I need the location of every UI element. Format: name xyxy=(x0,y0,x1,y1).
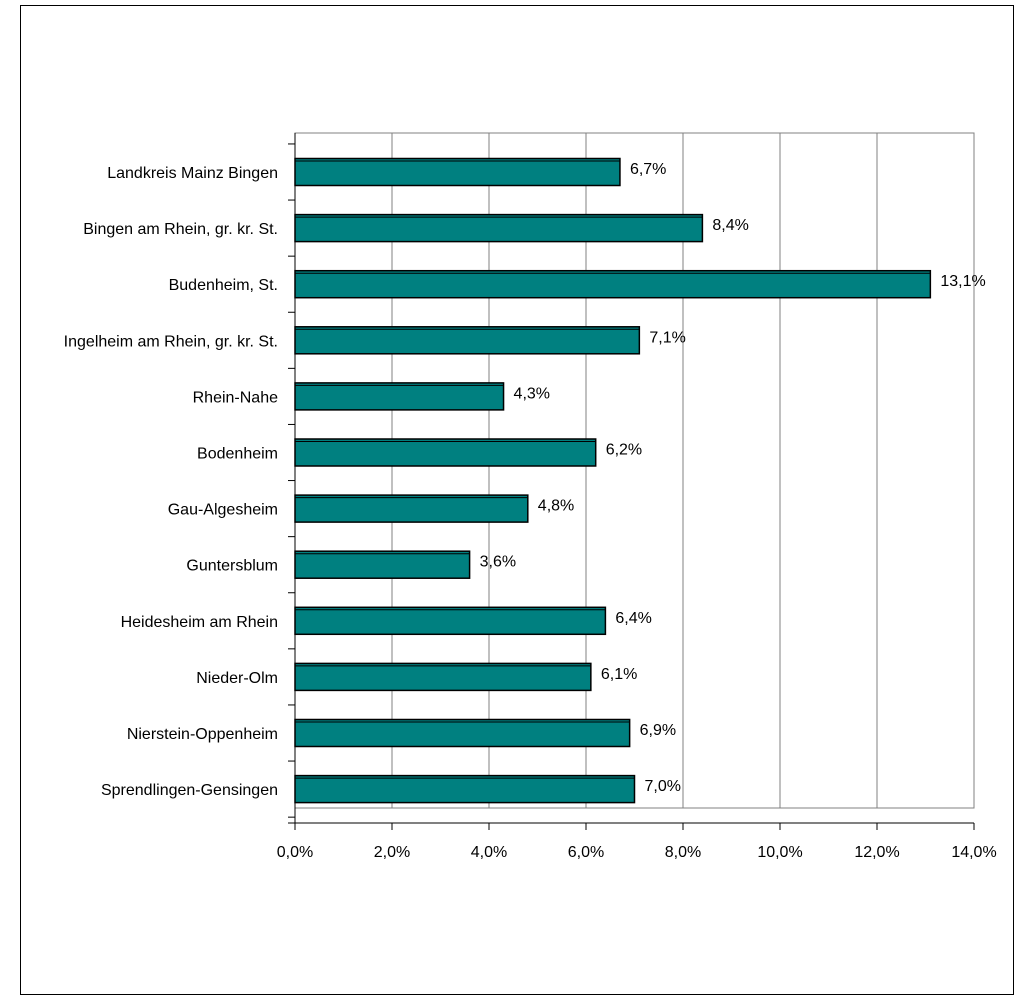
data-label: 6,1% xyxy=(601,666,637,683)
category-label: Bingen am Rhein, gr. kr. St. xyxy=(83,221,278,238)
category-label: Ingelheim am Rhein, gr. kr. St. xyxy=(64,333,278,350)
data-label: 6,2% xyxy=(606,442,642,459)
plot-area xyxy=(294,132,975,809)
data-label: 4,8% xyxy=(538,498,574,515)
bar xyxy=(294,269,932,299)
x-tick-label: 0,0% xyxy=(277,844,313,861)
data-label: 6,4% xyxy=(615,610,651,627)
bars xyxy=(294,157,932,804)
category-label: Landkreis Mainz Bingen xyxy=(107,165,278,182)
bar xyxy=(294,157,621,187)
x-tick-label: 8,0% xyxy=(665,844,701,861)
category-label: Gau-Algesheim xyxy=(168,502,278,519)
data-label: 13,1% xyxy=(940,273,985,290)
data-label: 7,0% xyxy=(645,778,681,795)
data-label: 7,1% xyxy=(649,329,685,346)
bar xyxy=(294,606,607,636)
data-label: 8,4% xyxy=(712,217,748,234)
x-tick-label: 10,0% xyxy=(757,844,802,861)
bar xyxy=(294,774,636,804)
bar xyxy=(294,213,704,243)
data-label: 6,7% xyxy=(630,161,666,178)
data-label: 4,3% xyxy=(514,385,550,402)
x-tick-label: 14,0% xyxy=(951,844,996,861)
category-label: Budenheim, St. xyxy=(169,277,278,294)
axes xyxy=(288,133,975,830)
gridlines xyxy=(391,133,975,808)
bar xyxy=(294,662,592,692)
data-label: 6,9% xyxy=(640,722,676,739)
bar xyxy=(294,494,529,523)
bar xyxy=(294,550,471,579)
category-label: Guntersblum xyxy=(186,558,278,575)
bar xyxy=(294,326,641,355)
bar xyxy=(294,438,597,467)
category-label: Rhein-Nahe xyxy=(193,389,278,406)
bar xyxy=(294,718,631,748)
data-label: 3,6% xyxy=(480,554,516,571)
x-tick-label: 2,0% xyxy=(374,844,410,861)
bar xyxy=(294,382,505,411)
category-label: Nieder-Olm xyxy=(196,670,278,687)
x-tick-label: 4,0% xyxy=(471,844,507,861)
labels: Landkreis Mainz Bingen 6,7% Bingen am Rhei… xyxy=(64,161,997,861)
category-label: Bodenheim xyxy=(197,446,278,463)
x-tick-label: 12,0% xyxy=(854,844,899,861)
x-tick-label: 6,0% xyxy=(568,844,604,861)
category-label: Heidesheim am Rhein xyxy=(121,614,278,631)
category-label: Nierstein-Oppenheim xyxy=(127,726,278,743)
category-label: Sprendlingen-Gensingen xyxy=(101,782,278,799)
